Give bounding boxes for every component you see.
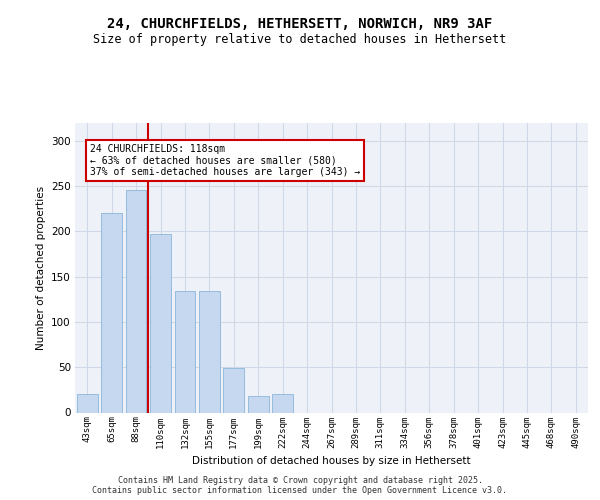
Bar	[101, 213, 122, 412]
Text: 24 CHURCHFIELDS: 118sqm
← 63% of detached houses are smaller (580)
37% of semi-d: 24 CHURCHFIELDS: 118sqm ← 63% of detache…	[90, 144, 361, 178]
Bar	[272, 394, 293, 412]
Bar	[125, 190, 146, 412]
Bar	[150, 234, 171, 412]
Bar	[199, 291, 220, 412]
Y-axis label: Number of detached properties: Number of detached properties	[35, 186, 46, 350]
Text: 24, CHURCHFIELDS, HETHERSETT, NORWICH, NR9 3AF: 24, CHURCHFIELDS, HETHERSETT, NORWICH, N…	[107, 18, 493, 32]
X-axis label: Distribution of detached houses by size in Hethersett: Distribution of detached houses by size …	[192, 456, 471, 466]
Bar	[248, 396, 269, 412]
Bar	[223, 368, 244, 412]
Text: Contains HM Land Registry data © Crown copyright and database right 2025.
Contai: Contains HM Land Registry data © Crown c…	[92, 476, 508, 495]
Bar	[175, 291, 196, 412]
Bar	[77, 394, 98, 412]
Text: Size of property relative to detached houses in Hethersett: Size of property relative to detached ho…	[94, 32, 506, 46]
